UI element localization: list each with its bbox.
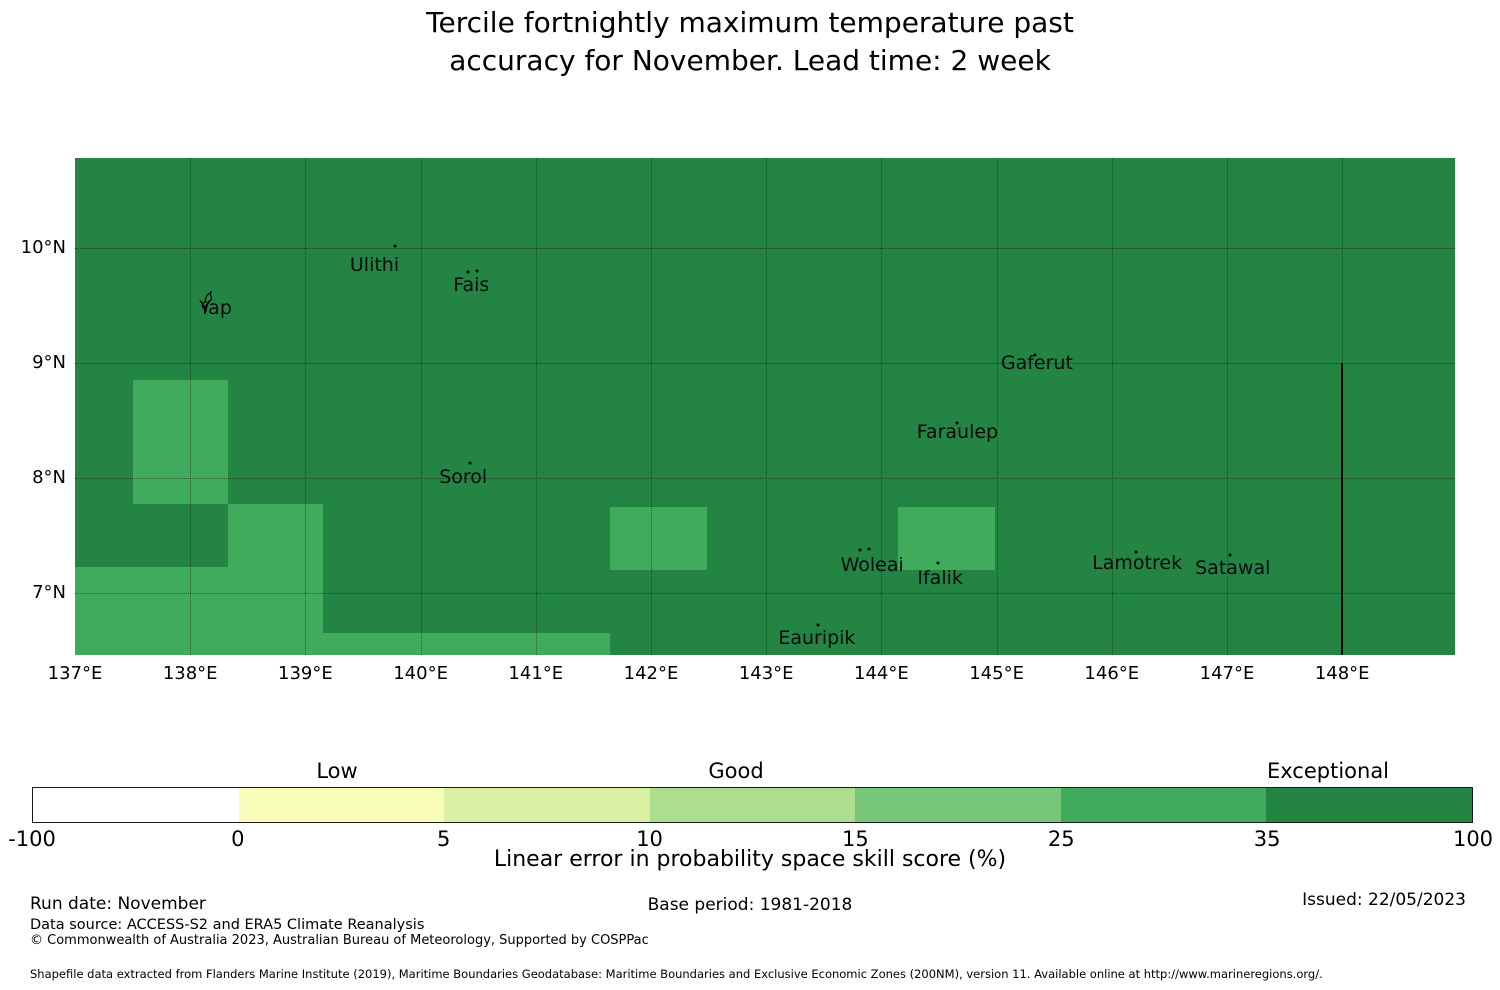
y-axis-tick-label: 10°N — [20, 237, 66, 259]
island-label: Lamotrek — [1092, 552, 1183, 575]
island-label: Ulithi — [349, 254, 400, 277]
x-axis-tick-label: 142°E — [623, 663, 679, 684]
island-dot — [1228, 553, 1232, 557]
island-label: Satawal — [1195, 556, 1271, 579]
gridline-meridian — [1227, 158, 1228, 655]
island-dot — [468, 461, 472, 465]
island-dot — [466, 270, 470, 274]
y-axis-tick-label: 8°N — [32, 467, 66, 489]
colorbar-region-label: Low — [316, 759, 358, 783]
colorbar-segment — [33, 788, 239, 822]
x-axis-tick-label: 147°E — [1199, 663, 1255, 684]
island-label: Yap — [199, 296, 232, 319]
colorbar-tick-label: -100 — [8, 827, 56, 851]
skill-patch-25-35 — [609, 506, 708, 571]
gridline-parallel — [75, 248, 1455, 250]
colorbar-tick-label: 15 — [842, 827, 869, 851]
colorbar-segment — [649, 788, 856, 822]
x-axis-tick-label: 139°E — [278, 663, 333, 684]
gridline-meridian — [1111, 158, 1113, 655]
issued-date-text: Issued: 22/05/2023 — [1302, 890, 1466, 910]
island-dot — [816, 623, 820, 627]
x-axis-tick-label: 137°E — [47, 663, 103, 684]
data-source-text: Data source: ACCESS-S2 and ERA5 Climate … — [30, 917, 425, 933]
skill-patch-25-35 — [322, 633, 610, 655]
run-date-text: Run date: November — [30, 894, 206, 914]
gridline-meridian — [881, 158, 883, 655]
colorbar-region-label: Good — [708, 759, 764, 783]
colorbar-segment — [1060, 788, 1267, 822]
yap-island-outline — [199, 289, 215, 317]
skill-patch-25-35 — [897, 506, 996, 571]
gridline-meridian — [651, 158, 652, 655]
colorbar-tick-label: 25 — [1047, 827, 1075, 851]
eez-boundary-line — [1341, 363, 1344, 655]
colorbar-segment — [855, 788, 1061, 822]
island-label: Sorol — [439, 465, 488, 488]
colorbar-segment — [444, 788, 650, 822]
base-period-text: Base period: 1981-2018 — [647, 895, 853, 915]
gridline-parallel — [75, 363, 1455, 365]
island-label: Eauripik — [778, 626, 856, 649]
island-dot — [858, 548, 861, 552]
colorbar-segment — [1266, 788, 1473, 822]
island-label: Fais — [453, 273, 490, 296]
gridline-meridian — [996, 158, 998, 655]
x-axis-tick-label: 145°E — [969, 663, 1024, 684]
island-dot — [475, 269, 479, 273]
island-dot — [955, 421, 959, 425]
gridline-parallel — [75, 593, 1455, 595]
gridline-meridian — [190, 158, 192, 655]
island-label: Faraulep — [916, 421, 999, 444]
x-axis-tick-label: 144°E — [854, 663, 909, 684]
gridline-parallel — [75, 478, 1455, 480]
colorbar — [32, 787, 1473, 823]
x-axis-tick-label: 146°E — [1084, 663, 1140, 684]
island-dot — [1134, 550, 1138, 554]
island-dot — [1033, 353, 1037, 357]
skill-patch-25-35 — [132, 380, 229, 505]
title-line-2: accuracy for November. Lead time: 2 week — [449, 44, 1051, 77]
page-title: Tercile fortnightly maximum temperature … — [0, 4, 1500, 80]
gridline-meridian — [535, 158, 537, 655]
y-axis-tick-label: 9°N — [32, 352, 66, 374]
x-axis-tick-label: 148°E — [1314, 663, 1370, 684]
colorbar-tick-label: 5 — [437, 827, 451, 851]
skill-patch-25-35 — [228, 504, 323, 655]
gridline-meridian — [420, 158, 422, 655]
island-label: Ifalik — [917, 567, 963, 590]
colorbar-segment — [238, 788, 445, 822]
skill-patch-25-35 — [75, 566, 229, 655]
title-line-1: Tercile fortnightly maximum temperature … — [426, 6, 1074, 39]
island-dot — [393, 244, 397, 248]
x-axis-tick-label: 140°E — [393, 663, 448, 684]
copyright-text: © Commonwealth of Australia 2023, Austra… — [30, 933, 649, 948]
gridline-meridian — [305, 158, 307, 655]
map-plot-area: Ulithi Fais Yap Gaferut Faraulep Sorol Woleai I… — [75, 158, 1455, 655]
y-axis-tick-label: 7°N — [32, 582, 66, 604]
x-axis-tick-label: 143°E — [738, 663, 794, 684]
colorbar-tick-label: 100 — [1452, 827, 1494, 851]
island-label: Gaferut — [1000, 352, 1073, 375]
colorbar-tick-label: 10 — [636, 827, 663, 851]
x-axis-tick-label: 141°E — [508, 663, 564, 684]
island-dot — [867, 547, 871, 551]
island-label: Woleai — [840, 554, 904, 577]
colorbar-tick-label: 0 — [231, 827, 245, 851]
island-dot — [936, 561, 940, 565]
colorbar-tick-label: 35 — [1253, 827, 1281, 851]
colorbar-region-label: Exceptional — [1266, 759, 1390, 783]
x-axis-tick-label: 138°E — [162, 663, 218, 684]
gridline-meridian — [766, 158, 768, 655]
shapefile-note-text: Shapefile data extracted from Flanders M… — [30, 967, 1323, 981]
colorbar-axis-label: Linear error in probability space skill … — [493, 847, 1007, 872]
